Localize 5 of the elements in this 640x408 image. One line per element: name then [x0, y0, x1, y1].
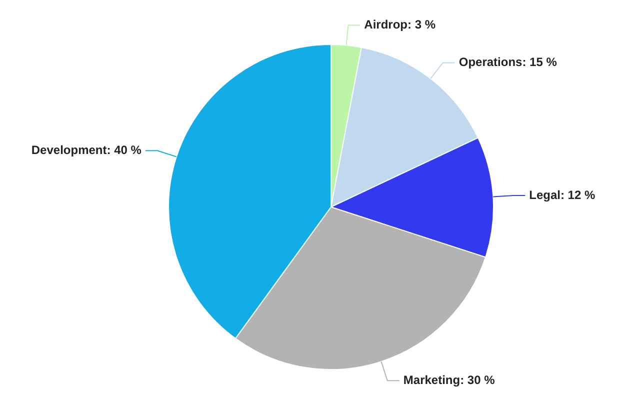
slice-label: Operations: 15 % — [458, 55, 558, 70]
slice-label: Marketing: 30 % — [403, 372, 496, 387]
slice-label: Development: 40 % — [31, 142, 142, 157]
slice-label: Airdrop: 3 % — [364, 18, 436, 32]
slice-label: Legal: 12 % — [529, 188, 596, 202]
